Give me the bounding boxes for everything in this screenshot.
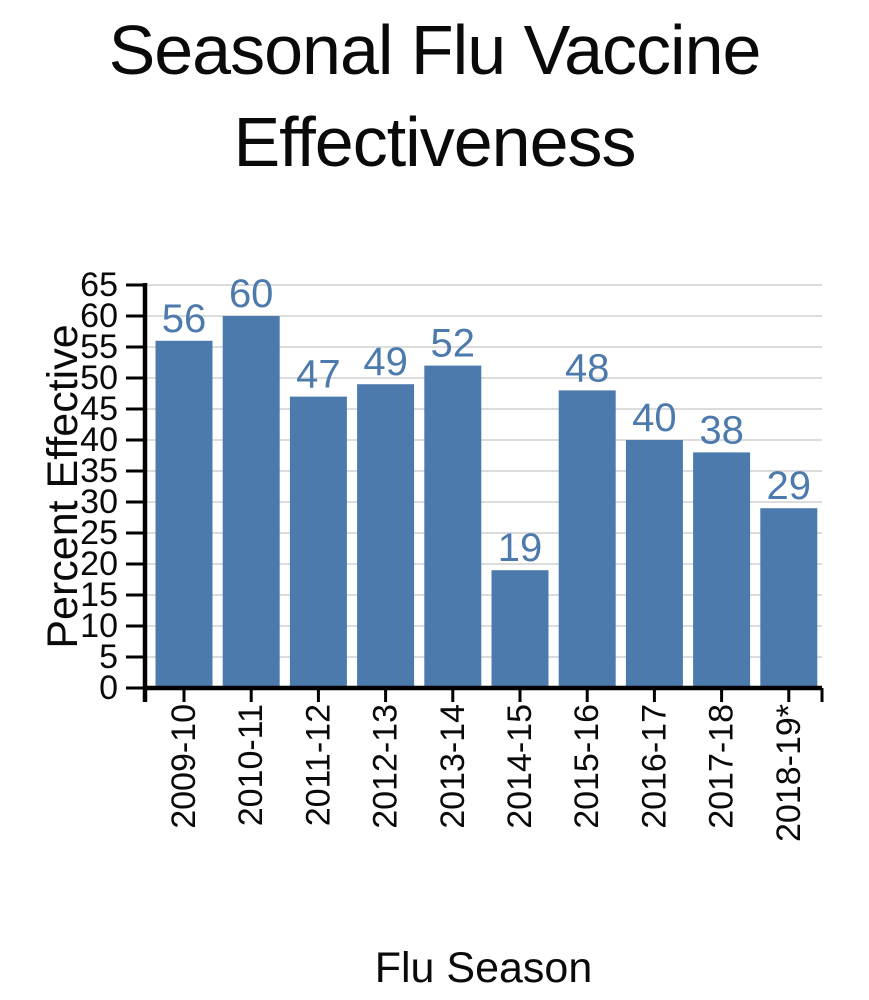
y-tick-label: 40 [80, 421, 118, 459]
bar [558, 390, 616, 688]
y-tick-label: 65 [80, 266, 118, 304]
y-tick-label: 45 [80, 390, 118, 428]
y-tick-label: 25 [80, 514, 118, 552]
bar-value-label: 40 [632, 396, 677, 440]
bar [357, 384, 415, 688]
bar-value-label: 56 [162, 297, 207, 341]
bar [424, 365, 482, 688]
y-tick-label: 0 [99, 669, 118, 707]
x-axis-title: Flu Season [374, 944, 593, 992]
x-tick-label: 2009-10 [165, 704, 203, 829]
x-tick-label: 2018-19* [770, 704, 808, 842]
y-tick-label: 35 [80, 452, 118, 490]
x-tick-label: 2016-17 [635, 704, 673, 829]
chart-title-line1: Seasonal Flu Vaccine [108, 11, 762, 89]
bar [289, 396, 347, 688]
y-tick-label: 55 [80, 328, 118, 366]
bar-value-label: 29 [767, 464, 812, 508]
x-tick-label: 2012-13 [367, 704, 405, 829]
bar [155, 340, 213, 688]
bar [222, 316, 280, 688]
x-tick-label: 2010-11 [232, 704, 270, 826]
bar [625, 440, 683, 688]
chart-title: Seasonal Flu Vaccine Effectiveness [0, 4, 869, 188]
bar [693, 452, 751, 688]
bar-value-label: 60 [229, 272, 274, 316]
y-tick-label: 30 [80, 483, 118, 521]
y-tick-label: 5 [99, 638, 118, 676]
x-tick-label: 2011-12 [299, 704, 337, 826]
bar-value-label: 38 [699, 408, 744, 452]
y-tick-label: 10 [80, 607, 118, 645]
bar [491, 570, 549, 688]
bar-value-label: 48 [565, 346, 610, 390]
bar [760, 508, 818, 688]
y-tick-label: 60 [80, 297, 118, 335]
chart-title-line2: Effectiveness [233, 103, 636, 181]
x-tick-label: 2014-15 [501, 704, 539, 829]
x-tick-label: 2013-14 [434, 704, 472, 829]
bar-value-label: 47 [296, 353, 341, 397]
bar-value-label: 19 [498, 526, 543, 570]
x-tick-label: 2017-18 [703, 704, 741, 829]
y-axis-title: Percent Effective [39, 324, 87, 648]
y-tick-label: 50 [80, 359, 118, 397]
x-tick-label: 2015-16 [568, 704, 606, 829]
bar-value-label: 52 [431, 322, 476, 366]
bar-value-label: 49 [363, 340, 408, 384]
y-tick-label: 20 [80, 545, 118, 583]
y-tick-label: 15 [80, 576, 118, 614]
